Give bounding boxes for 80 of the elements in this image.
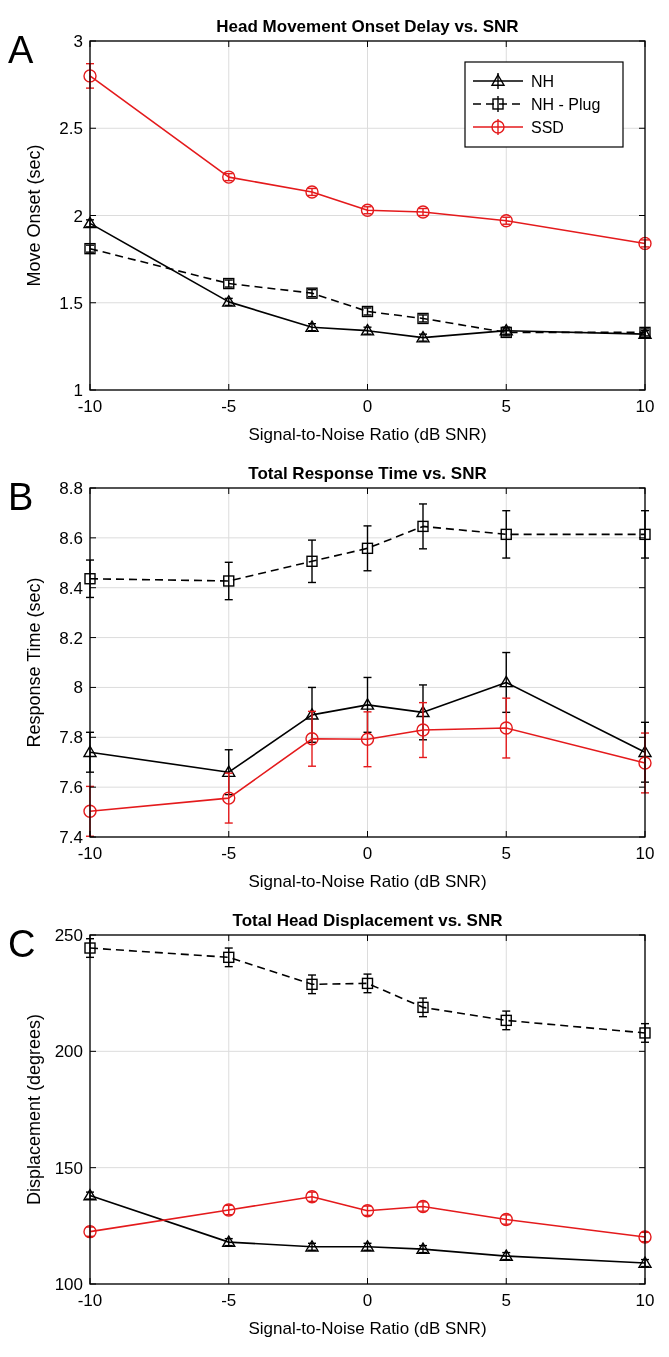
- x-tick-label: 0: [362, 844, 373, 863]
- chart-title: Total Head Displacement vs. SNR: [232, 911, 503, 930]
- x-tick-label: -5: [221, 844, 237, 863]
- point: [360, 732, 375, 746]
- point: [639, 1027, 651, 1039]
- legend-label: NH - Plug: [531, 96, 601, 113]
- point: [499, 721, 513, 735]
- x-tick-label: 10: [635, 844, 655, 863]
- x-tick-label: -10: [77, 397, 103, 416]
- x-axis-title: Signal-to-Noise Ratio (dB SNR): [248, 1319, 487, 1338]
- x-tick-label: 5: [501, 397, 511, 416]
- x-tick-label: -5: [221, 397, 237, 416]
- point: [417, 520, 429, 533]
- y-axis-title: Displacement (degrees): [24, 1013, 44, 1206]
- y-tick-label: 8.2: [59, 628, 83, 648]
- text: C: [8, 923, 36, 965]
- y-tick-label: 250: [54, 926, 83, 945]
- x-tick-label: 0: [362, 397, 373, 416]
- y-tick-label: 8.8: [59, 479, 83, 498]
- y-tick-label: 8: [73, 678, 83, 698]
- point: [305, 732, 319, 746]
- point: [638, 745, 652, 758]
- y-axis-title: Move Onset (sec): [24, 144, 44, 287]
- point: [83, 1224, 97, 1239]
- text: B: [8, 476, 34, 518]
- point: [83, 745, 97, 758]
- x-tick-label: -5: [221, 1291, 237, 1310]
- x-tick-label: -10: [77, 1291, 103, 1310]
- x-tick-label: 5: [501, 844, 511, 863]
- point: [500, 528, 512, 541]
- point: [306, 555, 318, 567]
- point: [223, 951, 235, 964]
- x-tick-label: -10: [77, 844, 103, 863]
- point: [305, 708, 319, 720]
- point: [416, 705, 430, 718]
- point: [638, 756, 652, 770]
- point: [361, 542, 374, 555]
- point: [306, 978, 318, 991]
- point: [500, 1014, 512, 1027]
- y-tick-label: 2: [73, 206, 83, 226]
- point: [84, 242, 96, 255]
- x-tick-label: 10: [635, 1291, 655, 1310]
- x-tick-label: 0: [362, 1291, 373, 1310]
- x-axis-title: Signal-to-Noise Ratio (dB SNR): [248, 872, 487, 891]
- y-tick-label: 7.4: [59, 828, 83, 847]
- point: [83, 69, 97, 83]
- y-tick-label: 7.8: [59, 728, 83, 748]
- y-tick-label: 8.4: [59, 578, 83, 598]
- point: [360, 698, 375, 710]
- point: [83, 1188, 97, 1201]
- y-tick-label: 1: [73, 381, 83, 400]
- legend-label: SSD: [531, 119, 564, 136]
- chart-title: Head Movement Onset Delay vs. SNR: [216, 17, 519, 36]
- y-tick-label: 2.5: [59, 119, 83, 139]
- point: [416, 723, 430, 737]
- point: [417, 1001, 429, 1014]
- y-tick-label: 1.5: [59, 293, 83, 313]
- y-tick-label: 100: [54, 1275, 83, 1294]
- point: [84, 573, 96, 585]
- y-tick-label: 3: [73, 32, 83, 51]
- point: [84, 942, 96, 954]
- y-tick-label: 7.6: [59, 778, 83, 798]
- point: [83, 216, 97, 229]
- y-tick-label: 200: [54, 1042, 83, 1062]
- legend-label: NH: [531, 73, 555, 90]
- chart-title: Total Response Time vs. SNR: [248, 464, 487, 483]
- x-tick-label: 10: [635, 397, 655, 416]
- point: [83, 804, 97, 819]
- point: [361, 977, 374, 990]
- x-tick-label: 5: [501, 1291, 511, 1310]
- y-tick-label: 8.6: [59, 528, 83, 548]
- point: [222, 765, 236, 778]
- point: [639, 528, 651, 541]
- y-tick-label: 150: [54, 1158, 83, 1178]
- x-axis-title: Signal-to-Noise Ratio (dB SNR): [248, 425, 487, 444]
- point: [499, 675, 513, 688]
- point: [222, 791, 236, 805]
- text: A: [8, 29, 34, 71]
- y-axis-title: Response Time (sec): [24, 577, 44, 748]
- point: [223, 575, 235, 587]
